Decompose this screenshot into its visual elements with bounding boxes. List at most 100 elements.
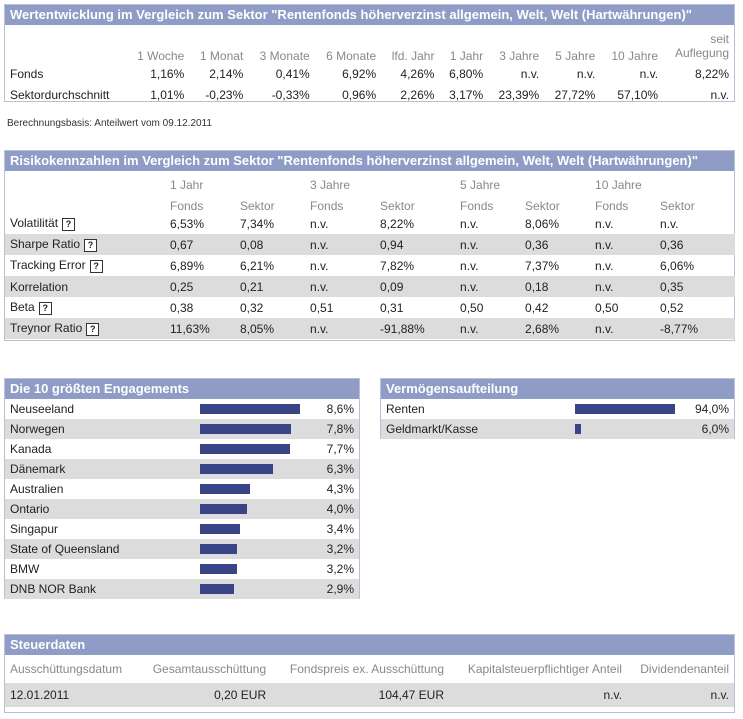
risk-value: 0,52 [660, 300, 684, 315]
risk-label: Tracking Error [10, 258, 86, 273]
risk-value: 0,32 [240, 300, 264, 315]
value-bar [200, 564, 237, 574]
item-label: BMW [10, 562, 40, 576]
risk-label: Volatilität [10, 216, 59, 231]
list-item: Ontario 4,0% [5, 499, 359, 519]
risk-label: Treynor Ratio [10, 321, 83, 336]
table-row: Sektordurchschnitt 1,01% -0,23% -0,33% 0… [10, 87, 729, 102]
risk-label: Korrelation [10, 279, 69, 294]
perf-header: 10 Jahre [611, 49, 659, 63]
risk-value: 0,51 [310, 300, 334, 315]
risk-value: n.v. [310, 258, 329, 273]
item-value: 3,2% [326, 542, 354, 556]
item-label: Kanada [10, 442, 52, 456]
table-row: Beta? 0,38 0,32 0,51 0,31 0,50 0,42 0,50 0,52 [5, 297, 735, 318]
risk-value: 0,08 [235, 234, 306, 255]
top10-panel: Die 10 größten Engagements Neuseeland 8,6… [4, 378, 360, 599]
list-item: Singapur 3,4% [5, 519, 359, 539]
table-row: Volatilität? 6,53% 7,34% n.v. 8,22% n.v. 8,06%… [5, 213, 735, 234]
risk-value: 0,35 [655, 276, 736, 297]
risk-value: n.v. [455, 318, 521, 339]
risk-value: 0,21 [235, 276, 306, 297]
sub-header: Fonds [170, 199, 204, 213]
item-label: Dänemark [10, 462, 66, 476]
allocation-list: Renten 94,0% Geldmarkt/Kasse 6,0% [381, 399, 734, 439]
risk-value: 0,36 [520, 234, 591, 255]
help-icon[interactable]: ? [84, 238, 98, 252]
risk-value: n.v. [590, 276, 656, 297]
value-bar [575, 404, 675, 414]
risk-label: Beta [10, 300, 35, 315]
list-item: BMW 3,2% [5, 559, 359, 579]
risk-value: 2,68% [520, 318, 591, 339]
risk-value: n.v. [310, 216, 329, 231]
list-item: Geldmarkt/Kasse 6,0% [381, 419, 734, 439]
list-item: Dänemark 6,3% [5, 459, 359, 479]
risk-panel: Risikokennzahlen im Vergleich zum Sektor… [4, 150, 736, 341]
performance-title: Wertentwicklung im Vergleich zum Sektor … [5, 5, 734, 25]
item-label: Australien [10, 482, 64, 496]
risk-value: 0,36 [655, 234, 736, 255]
list-item: Australien 4,3% [5, 479, 359, 499]
table-row: Korrelation 0,25 0,21 n.v. 0,09 n.v. 0,18 n.v. 0… [5, 276, 736, 297]
item-value: 2,9% [326, 582, 354, 596]
perf-header: 1 Jahr [449, 49, 484, 63]
item-value: 4,3% [326, 482, 354, 496]
value-bar [200, 464, 273, 474]
risk-value: n.v. [305, 276, 376, 297]
risk-value: 6,53% [170, 216, 205, 231]
item-label: Ontario [10, 502, 50, 516]
item-value: 8,6% [326, 402, 354, 416]
item-value: 6,3% [326, 462, 354, 476]
risk-value: 6,89% [170, 258, 205, 273]
risk-value: 7,37% [525, 258, 560, 273]
risk-value: n.v. [460, 216, 479, 231]
risk-value: 0,50 [460, 300, 484, 315]
sub-header: Sektor [660, 199, 695, 213]
tax-header: Gesamtausschüttung [152, 662, 267, 676]
risk-value: 0,25 [165, 276, 235, 297]
item-value: 3,4% [326, 522, 354, 536]
risk-value: 0,42 [525, 300, 549, 315]
value-bar [200, 524, 240, 534]
perf-header: 3 Monate [259, 49, 310, 63]
item-value: 7,8% [326, 422, 354, 436]
period-header: 10 Jahre [595, 178, 642, 192]
list-item: Renten 94,0% [381, 399, 734, 419]
item-value: 7,7% [326, 442, 354, 456]
tax-header: Ausschüttungsdatum [10, 662, 123, 676]
perf-header: 5 Jahre [555, 49, 596, 63]
tax-panel: Steuerdaten Ausschüttungsdatum Gesamtaus… [4, 634, 735, 713]
perf-header: 1 Woche [137, 49, 185, 63]
tax-header: Kapitalsteuerpflichtiger Anteil [467, 662, 622, 676]
help-icon[interactable]: ? [62, 217, 76, 231]
item-label: Renten [386, 402, 425, 416]
item-label: DNB NOR Bank [10, 582, 97, 596]
help-icon[interactable]: ? [86, 322, 100, 336]
sub-header: Fonds [460, 199, 494, 213]
help-icon[interactable]: ? [38, 301, 52, 315]
allocation-title: Vermögensaufteilung [381, 379, 734, 399]
risk-value: n.v. [590, 234, 656, 255]
period-header: 1 Jahr [170, 178, 204, 192]
tax-header: Fondspreis ex. Ausschüttung [289, 662, 445, 676]
list-item: Kanada 7,7% [5, 439, 359, 459]
period-header: 3 Jahre [310, 178, 351, 192]
list-item: DNB NOR Bank 2,9% [5, 579, 359, 599]
risk-value: 0,94 [375, 234, 456, 255]
tax-table: Ausschüttungsdatum Gesamtausschüttung Fo… [5, 655, 734, 707]
risk-value: 6,06% [660, 258, 695, 273]
risk-title: Risikokennzahlen im Vergleich zum Sektor… [5, 151, 734, 171]
period-header: 5 Jahre [460, 178, 501, 192]
performance-panel: Wertentwicklung im Vergleich zum Sektor … [4, 4, 735, 102]
sub-header: Sektor [240, 199, 275, 213]
list-item: Norwegen 7,8% [5, 419, 359, 439]
risk-value: n.v. [590, 318, 656, 339]
risk-value: n.v. [305, 234, 376, 255]
risk-label: Sharpe Ratio [10, 237, 81, 252]
performance-table: 1 Woche 1 Monat 3 Monate 6 Monate lfd. J… [5, 25, 734, 105]
item-value: 4,0% [326, 502, 354, 516]
help-icon[interactable]: ? [89, 259, 103, 273]
risk-value: 6,21% [240, 258, 275, 273]
perf-header: 6 Monate [326, 49, 377, 63]
